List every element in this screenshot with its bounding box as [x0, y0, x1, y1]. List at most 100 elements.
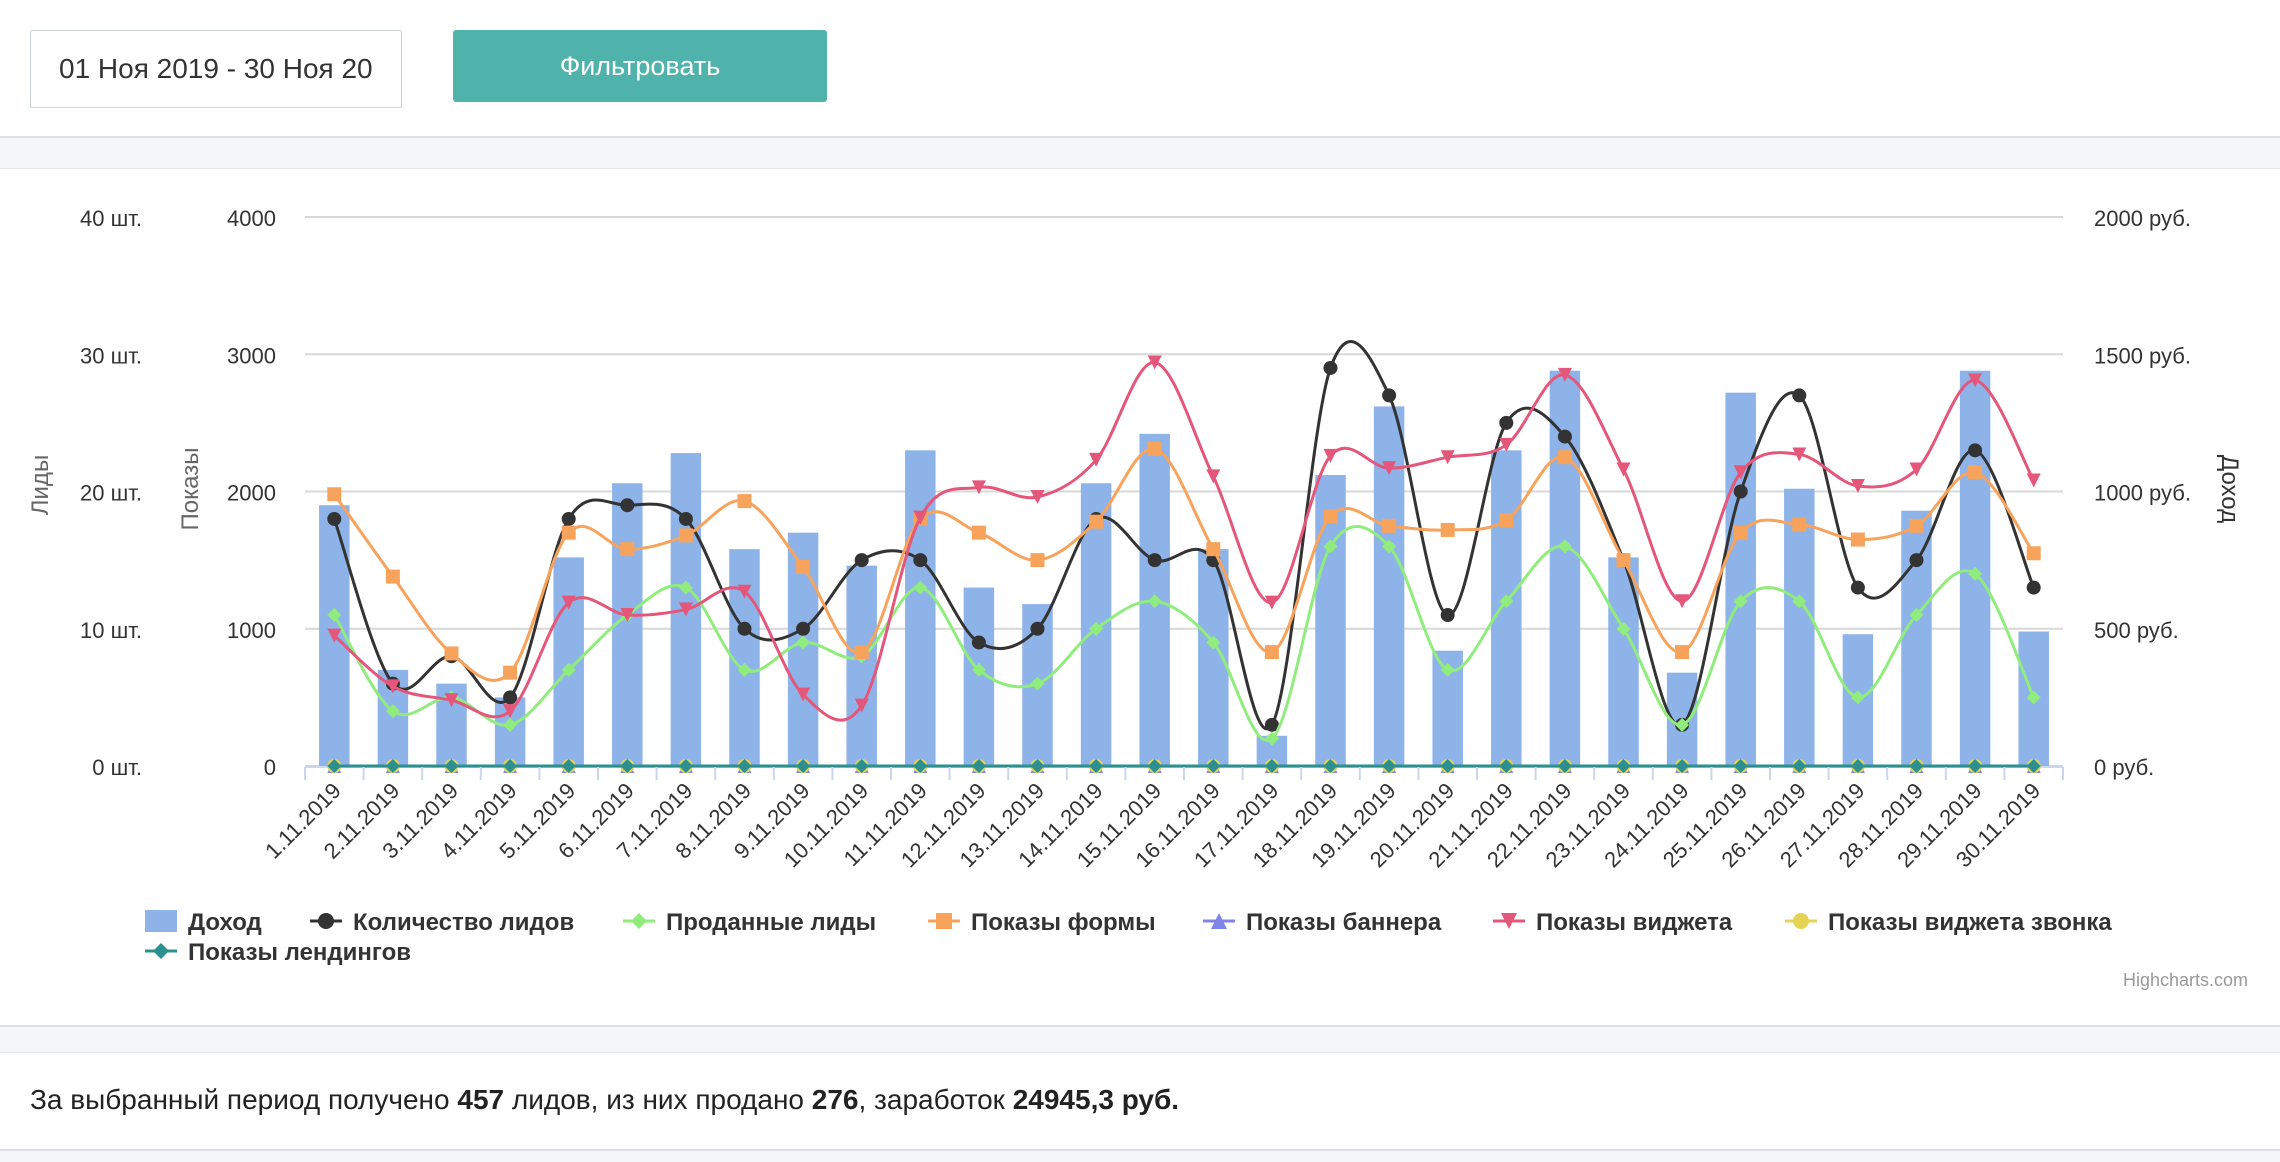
data-point[interactable]	[1850, 690, 1865, 705]
data-point[interactable]	[620, 542, 635, 557]
data-point[interactable]	[1792, 447, 1807, 462]
data-point[interactable]	[1792, 759, 1807, 773]
data-point[interactable]	[1206, 635, 1221, 650]
legend-item[interactable]: Доход	[145, 909, 262, 936]
data-point[interactable]	[1089, 514, 1104, 529]
data-point[interactable]	[1557, 367, 1572, 382]
data-point[interactable]	[1968, 443, 1983, 458]
legend-item[interactable]: Показы формы	[928, 909, 1156, 936]
data-point[interactable]	[854, 698, 869, 713]
date-range-input[interactable]: 01 Ноя 2019 - 30 Ноя 20	[30, 30, 402, 108]
data-point[interactable]	[1675, 759, 1690, 773]
data-point[interactable]	[503, 704, 518, 719]
data-point[interactable]	[678, 528, 693, 543]
data-point[interactable]	[1733, 484, 1748, 499]
income-bar[interactable]	[1784, 488, 1815, 766]
data-point[interactable]	[1850, 580, 1865, 595]
data-point[interactable]	[1499, 759, 1514, 773]
data-point[interactable]	[796, 635, 811, 650]
data-point[interactable]	[1264, 717, 1279, 732]
data-point[interactable]	[1206, 469, 1221, 484]
legend-item[interactable]: Показы виджета звонка	[1785, 909, 2112, 936]
data-point[interactable]	[1557, 759, 1572, 773]
data-point[interactable]	[854, 759, 869, 773]
data-point[interactable]	[678, 580, 693, 595]
highcharts-credit[interactable]: Highcharts.com	[2123, 970, 2248, 990]
data-point[interactable]	[1499, 437, 1514, 452]
data-point[interactable]	[1030, 621, 1045, 636]
data-point[interactable]	[796, 759, 811, 773]
data-point[interactable]	[1792, 594, 1807, 609]
data-point[interactable]	[1206, 542, 1221, 557]
data-point[interactable]	[385, 759, 400, 773]
data-point[interactable]	[1440, 450, 1455, 465]
data-point[interactable]	[2026, 580, 2041, 595]
income-bar[interactable]	[846, 565, 877, 766]
data-point[interactable]	[1675, 594, 1690, 609]
data-point[interactable]	[385, 704, 400, 719]
data-point[interactable]	[327, 628, 342, 643]
data-point[interactable]	[1499, 513, 1514, 528]
data-point[interactable]	[561, 662, 576, 677]
data-point[interactable]	[1323, 539, 1338, 554]
data-point[interactable]	[444, 646, 459, 661]
data-point[interactable]	[1440, 662, 1455, 677]
data-point[interactable]	[1675, 645, 1690, 660]
data-point[interactable]	[1616, 621, 1631, 636]
data-point[interactable]	[913, 759, 928, 773]
income-bar[interactable]	[905, 450, 936, 766]
filter-button[interactable]: Фильтровать	[453, 30, 827, 102]
data-point[interactable]	[854, 645, 869, 660]
data-point[interactable]	[1850, 532, 1865, 547]
data-point[interactable]	[1264, 645, 1279, 660]
data-point[interactable]	[503, 717, 518, 732]
data-point[interactable]	[2026, 759, 2041, 773]
data-point[interactable]	[561, 525, 576, 540]
data-point[interactable]	[1264, 595, 1279, 610]
data-point[interactable]	[1850, 479, 1865, 494]
data-point[interactable]	[503, 690, 518, 705]
data-point[interactable]	[1850, 759, 1865, 773]
data-point[interactable]	[620, 498, 635, 513]
data-point[interactable]	[2026, 546, 2041, 561]
data-point[interactable]	[1968, 465, 1983, 480]
data-point[interactable]	[678, 602, 693, 617]
data-point[interactable]	[1733, 525, 1748, 540]
data-point[interactable]	[503, 759, 518, 773]
data-point[interactable]	[327, 759, 342, 773]
data-point[interactable]	[796, 621, 811, 636]
data-point[interactable]	[971, 662, 986, 677]
data-point[interactable]	[561, 759, 576, 773]
data-point[interactable]	[737, 621, 752, 636]
data-point[interactable]	[1323, 360, 1338, 375]
data-point[interactable]	[1323, 448, 1338, 463]
income-bar[interactable]	[1725, 392, 1756, 766]
data-point[interactable]	[1968, 759, 1983, 773]
data-point[interactable]	[737, 494, 752, 509]
data-point[interactable]	[1733, 594, 1748, 609]
income-bar[interactable]	[1901, 510, 1932, 766]
data-point[interactable]	[1264, 731, 1279, 746]
data-point[interactable]	[1909, 462, 1924, 477]
data-point[interactable]	[1147, 355, 1162, 370]
data-point[interactable]	[796, 559, 811, 574]
data-point[interactable]	[561, 595, 576, 610]
data-point[interactable]	[1382, 388, 1397, 403]
data-point[interactable]	[1792, 517, 1807, 532]
data-point[interactable]	[1557, 429, 1572, 444]
legend-item[interactable]: Проданные лиды	[623, 909, 876, 936]
data-point[interactable]	[1499, 415, 1514, 430]
data-point[interactable]	[385, 679, 400, 694]
data-point[interactable]	[737, 662, 752, 677]
data-point[interactable]	[1440, 608, 1455, 623]
data-point[interactable]	[1909, 518, 1924, 533]
data-point[interactable]	[620, 608, 635, 623]
data-point[interactable]	[1733, 759, 1748, 773]
legend-item[interactable]: Показы лендингов	[145, 939, 411, 966]
data-point[interactable]	[2026, 473, 2041, 488]
data-point[interactable]	[1382, 461, 1397, 476]
data-point[interactable]	[913, 553, 928, 568]
data-point[interactable]	[503, 665, 518, 680]
legend-item[interactable]: Показы виджета	[1493, 909, 1733, 936]
legend-item[interactable]: Показы баннера	[1203, 909, 1442, 936]
